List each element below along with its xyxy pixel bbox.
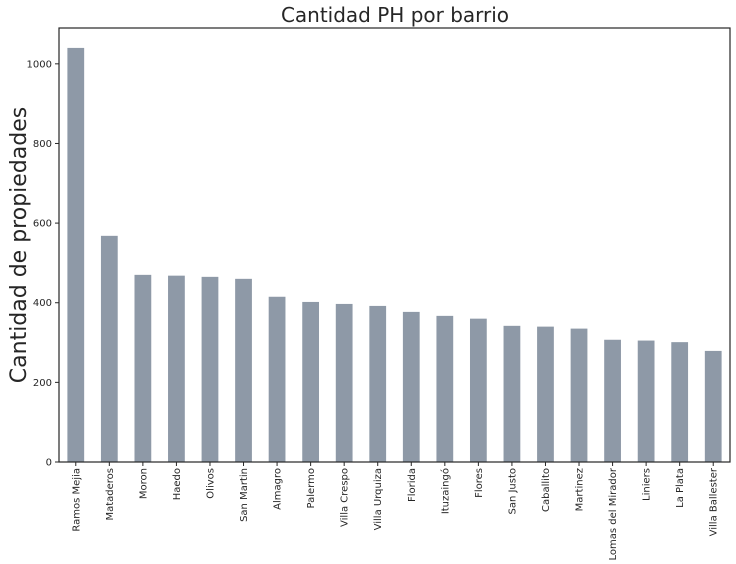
bar: [671, 342, 689, 462]
y-tick-label: 600: [33, 219, 52, 230]
y-axis-ticks: 0 200 400 600 800 1000: [27, 59, 59, 469]
x-tick-label: Flores: [474, 468, 485, 498]
x-tick-label: La Plata: [675, 468, 686, 508]
x-tick-label: Palermo: [306, 468, 317, 508]
y-tick-label: 800: [33, 139, 52, 150]
bar: [637, 340, 655, 462]
y-tick-label: 400: [33, 298, 52, 309]
x-tick-label: Ituzaingó: [439, 468, 451, 514]
bar: [570, 328, 588, 462]
bar: [168, 275, 185, 462]
y-axis-label: Cantidad de propiedades: [7, 107, 32, 383]
bar: [436, 315, 454, 462]
x-tick-label: San Justo: [507, 468, 518, 515]
y-tick-label: 1000: [27, 59, 52, 70]
x-tick-label: Villa Crespo: [340, 468, 351, 527]
bar: [537, 326, 554, 462]
x-tick-label: Martinez: [575, 468, 586, 511]
x-tick-label: Moron: [138, 468, 149, 499]
x-tick-label: Caballito: [541, 468, 552, 512]
bar: [369, 305, 387, 462]
bar: [235, 278, 252, 462]
x-axis-ticks: Ramos Mejia Mataderos Moron Haedo Olivos San …: [71, 462, 720, 560]
bar: [704, 350, 722, 462]
x-tick-label: Olivos: [205, 468, 216, 499]
bar: [201, 276, 219, 462]
x-tick-label: Villa Ballester: [709, 467, 720, 536]
x-tick-label: Lomas del Mirador: [608, 467, 619, 560]
chart-title: Cantidad PH por barrio: [281, 3, 509, 27]
x-tick-label: Florida: [407, 468, 418, 502]
bar: [67, 47, 85, 462]
x-tick-label: Liniers: [642, 468, 653, 501]
bar: [302, 301, 320, 462]
bar: [469, 318, 487, 462]
x-tick-label: San Martin: [239, 468, 250, 522]
plot-frame: [58, 27, 731, 463]
x-tick-label: Villa Urquiza: [373, 468, 384, 530]
x-tick-label: Mataderos: [105, 468, 116, 521]
bar: [604, 339, 621, 462]
bars-group: [67, 47, 722, 462]
bar: [134, 274, 152, 462]
y-tick-label: 0: [46, 458, 52, 469]
x-tick-label: Haedo: [172, 468, 183, 500]
y-tick-label: 200: [33, 378, 52, 389]
bar: [335, 303, 353, 462]
x-tick-label: Almagro: [273, 468, 284, 510]
x-tick-label: Ramos Mejia: [71, 468, 82, 532]
bar: [268, 296, 286, 462]
bar: [503, 325, 521, 462]
bar: [100, 235, 118, 462]
bar: [402, 311, 420, 462]
